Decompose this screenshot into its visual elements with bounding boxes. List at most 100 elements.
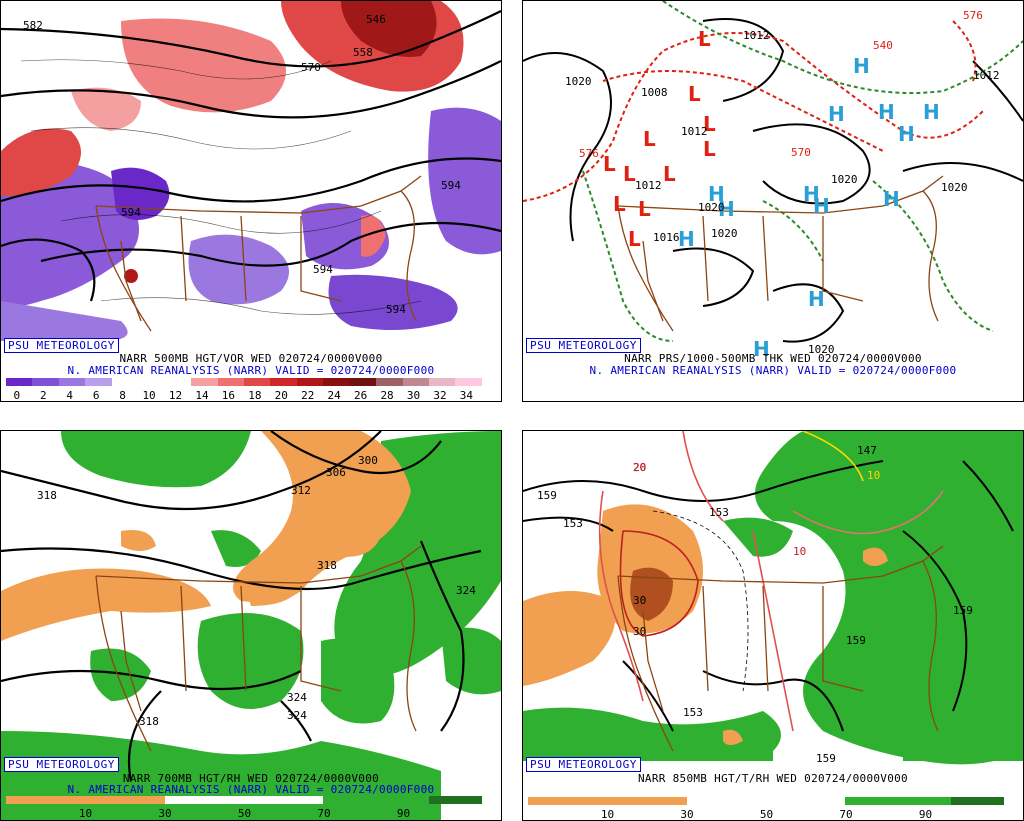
contour-label: 1020 (808, 343, 835, 356)
panel-500mb-vorticity: 582 546 558 570 594 594 594 594 PSU METE… (0, 0, 502, 402)
colorbar-swatch (191, 378, 218, 386)
svg-text:H: H (853, 54, 870, 78)
colorbar-swatch (111, 378, 139, 386)
svg-text:L: L (688, 82, 701, 106)
colorbar-tick-label: 18 (248, 389, 262, 402)
colorbar-tick-label: 50 (237, 807, 252, 820)
vorticity-colorbar (6, 378, 482, 386)
svg-text:L: L (643, 127, 656, 151)
contour-label: 1012 (743, 29, 770, 42)
contour-label: 594 (313, 263, 333, 276)
vorticity-thin-contours (20, 59, 422, 315)
vorticity-negative-area (428, 107, 501, 255)
contour-label: 1016 (653, 231, 680, 244)
temperature-contours (598, 431, 944, 732)
contour-label: 558 (353, 46, 373, 59)
brand-label: PSU METEOROLOGY (526, 757, 641, 772)
colorbar-tick-label: 12 (168, 389, 183, 402)
contour-label: 1008 (641, 86, 668, 99)
colorbar-tick-label: 20 (274, 389, 288, 402)
contour-label: 594 (386, 303, 406, 316)
contour-label: 1020 (941, 181, 968, 194)
contour-label: 1012 (635, 179, 662, 192)
contour-label: 594 (441, 179, 461, 192)
brand-label: PSU METEOROLOGY (4, 757, 119, 772)
thickness-lines (523, 1, 1023, 342)
contour-label: 324 (287, 691, 307, 704)
caption-title: NARR PRS/1000-500MB THK WED 020724/0000V… (624, 352, 922, 365)
colorbar-ticks: 10 30 50 70 90 (528, 808, 1004, 820)
height-contours (1, 431, 482, 782)
contour-label: 540 (873, 39, 893, 52)
caption-valid: N. AMERICAN REANALYSIS (NARR) VALID = 02… (67, 364, 435, 377)
contour-label: 570 (791, 146, 811, 159)
contour-label: 324 (287, 709, 307, 722)
colorbar-tick-label: 28 (380, 389, 394, 402)
svg-text:H: H (678, 227, 695, 251)
colorbar-swatch (296, 378, 324, 386)
vorticity-positive-area (341, 1, 437, 57)
high-pressure-markers: HH H HHH HHH HHH H (678, 54, 940, 361)
svg-text:H: H (878, 100, 895, 124)
contour-label: 306 (326, 466, 346, 479)
contour-label: 324 (456, 584, 476, 597)
colorbar-tick-label: 0 (13, 389, 21, 402)
colorbar-tick-label: 24 (327, 389, 341, 402)
svg-text:L: L (613, 192, 626, 216)
panel-850mb-temp-rh: 159 153 153 147 159 159 153 159 20 10 30… (522, 430, 1024, 821)
svg-text:H: H (813, 194, 830, 218)
contour-label: 153 (563, 517, 583, 530)
political-borders (95, 545, 422, 752)
political-borders (617, 545, 944, 752)
contour-label: 582 (23, 19, 43, 32)
rh-very-dry-area (630, 567, 673, 621)
contour-label: 147 (857, 444, 877, 457)
vorticity-map: 582 546 558 570 594 594 594 594 (1, 1, 501, 341)
svg-text:L: L (628, 227, 641, 251)
contour-label: 546 (366, 13, 386, 26)
colorbar-tick-label: 10 (142, 389, 156, 402)
rh-moist-areas (523, 431, 1023, 765)
svg-text:L: L (603, 152, 616, 176)
vorticity-negative-area (188, 234, 289, 305)
colorbar-swatch (455, 378, 482, 386)
colorbar-swatch (376, 378, 403, 386)
svg-text:L: L (698, 27, 711, 51)
colorbar-swatch (58, 378, 86, 386)
temperature-label: 30 (633, 625, 646, 638)
colorbar-swatch (349, 378, 377, 386)
contour-label: 159 (846, 634, 866, 647)
vorticity-positive-area (71, 87, 141, 131)
political-borders (617, 175, 944, 332)
colorbar-swatch (138, 378, 165, 386)
contour-label: 576 (963, 9, 983, 22)
colorbar-tick-label: 32 (433, 389, 447, 402)
contour-label: 576 (579, 147, 599, 160)
colorbar-tick-label: 70 (317, 807, 331, 820)
caption-title: NARR 500MB HGT/VOR WED 020724/0000V000 (119, 352, 383, 365)
colorbar-swatch (85, 378, 112, 386)
svg-text:H: H (883, 187, 900, 211)
svg-text:L: L (663, 162, 676, 186)
isobars (523, 18, 1023, 343)
colorbar-swatch (164, 378, 192, 386)
svg-text:H: H (898, 122, 915, 146)
contour-label: 570 (301, 61, 321, 74)
contour-label: 318 (37, 489, 57, 502)
colorbar-tick-label: 6 (92, 389, 100, 402)
colorbar-tick-label: 30 (158, 807, 172, 820)
contour-label: 1012 (681, 125, 708, 138)
caption-title: NARR 850MB HGT/T/RH WED 020724/0000V000 (638, 772, 908, 785)
colorbar-swatch (217, 378, 244, 386)
temperature-label: 20 (633, 461, 646, 474)
vorticity-negative-area (1, 301, 128, 341)
svg-text:L: L (623, 162, 636, 186)
svg-text:H: H (708, 182, 725, 206)
contour-label: 159 (816, 752, 836, 765)
colorbar-tick-label: 2 (39, 389, 47, 402)
height-contours (1, 10, 501, 302)
contour-label: 159 (537, 489, 557, 502)
temperature-label: 10 (867, 469, 880, 482)
